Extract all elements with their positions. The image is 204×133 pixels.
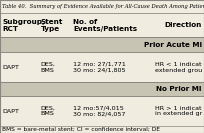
Text: No. of
Events/Patients: No. of Events/Patients	[73, 19, 137, 32]
Bar	[0, 82, 204, 96]
Text: Direction: Direction	[165, 22, 202, 28]
Bar	[0, 52, 204, 82]
Text: 12 mo: 27/1,771
30 mo: 24/1,805: 12 mo: 27/1,771 30 mo: 24/1,805	[73, 62, 126, 73]
Text: DES,
BMS: DES, BMS	[41, 62, 56, 73]
Text: Subgroup,
RCT: Subgroup, RCT	[2, 19, 45, 32]
FancyBboxPatch shape	[0, 0, 204, 133]
Text: BMS = bare-metal stent; CI = confidence interval; DE: BMS = bare-metal stent; CI = confidence …	[2, 127, 160, 132]
Text: Stent
Type: Stent Type	[41, 19, 63, 32]
Text: HR < 1 indicat
extended grou: HR < 1 indicat extended grou	[155, 62, 202, 73]
Text: DAPT: DAPT	[2, 109, 19, 114]
Text: DAPT: DAPT	[2, 65, 19, 70]
Text: Table 40.  Summary of Evidence Available for All-Cause Death Among Patients With: Table 40. Summary of Evidence Available …	[2, 4, 204, 9]
Text: HR > 1 indicat
in extended gr: HR > 1 indicat in extended gr	[155, 106, 202, 117]
Bar	[0, 126, 204, 133]
Bar	[0, 96, 204, 126]
Bar	[0, 13, 204, 37]
Text: DES,
BMS: DES, BMS	[41, 106, 56, 117]
Text: No Prior MI: No Prior MI	[156, 86, 202, 92]
Text: Prior Acute MI: Prior Acute MI	[144, 41, 202, 48]
Bar	[0, 37, 204, 52]
Bar	[0, 0, 204, 13]
Text: 12 mo:57/4,015
30 mo: 82/4,057: 12 mo:57/4,015 30 mo: 82/4,057	[73, 106, 126, 117]
